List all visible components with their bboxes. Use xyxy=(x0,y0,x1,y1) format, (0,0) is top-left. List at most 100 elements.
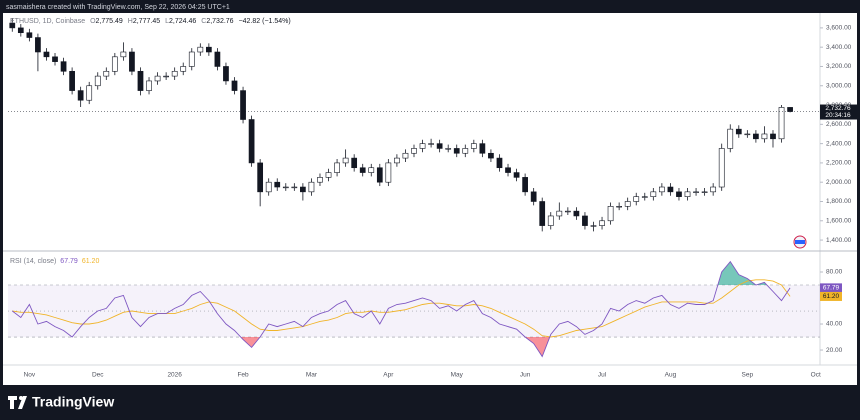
candle-body xyxy=(411,148,417,154)
candle-body xyxy=(522,177,528,193)
candle-body xyxy=(590,225,597,227)
x-tick-label: Dec xyxy=(92,372,104,379)
footer-logo xyxy=(8,396,27,409)
legend-value: 2,775.49 xyxy=(96,18,123,25)
candle-body xyxy=(693,191,699,193)
candle-body xyxy=(111,56,118,72)
candle-body xyxy=(376,167,383,183)
rsi-value-box xyxy=(820,283,842,293)
candle-body xyxy=(744,133,751,136)
candle-body xyxy=(778,107,785,140)
x-tick-label: Jun xyxy=(520,372,531,379)
legend-change: −42.82 (−1.54%) xyxy=(239,18,291,25)
candle-body xyxy=(573,210,580,217)
candle-body xyxy=(496,157,503,169)
candle-body xyxy=(650,191,657,197)
x-tick-label: Feb xyxy=(237,372,249,379)
y-tick-label: 3,400.00 xyxy=(826,44,852,51)
candle-body xyxy=(188,51,195,67)
candle-body xyxy=(684,191,691,197)
candle-body xyxy=(368,167,375,173)
candle-body xyxy=(291,186,298,189)
legend: ETHUSD, 1D, Coinbase O2,775.49 H2,777.45 L2… xyxy=(10,18,291,25)
y-tick-label: 20.00 xyxy=(826,347,843,354)
candle-body xyxy=(753,133,759,140)
candle-body xyxy=(505,167,511,173)
legend-value: 2,724.46 xyxy=(169,18,196,25)
candle-body xyxy=(727,128,734,149)
legend-key: O xyxy=(90,18,96,25)
candle-body xyxy=(257,162,264,193)
candle-body xyxy=(513,172,520,178)
candle-body xyxy=(77,90,84,101)
x-tick-label: May xyxy=(451,372,464,379)
candle-body xyxy=(453,148,460,154)
y-tick-label: 1,600.00 xyxy=(826,217,852,224)
candle-body xyxy=(641,196,648,198)
countdown-label: 20:34:16 xyxy=(825,112,851,119)
y-tick-label: 2,400.00 xyxy=(826,140,852,147)
candle-body xyxy=(137,70,144,91)
candle-body xyxy=(248,119,255,164)
candle-body xyxy=(701,191,708,193)
candle-body xyxy=(582,215,588,226)
rsi-value: 61.20 xyxy=(82,258,100,265)
candle-body xyxy=(300,186,306,193)
candle-body xyxy=(9,22,16,29)
candle-body xyxy=(154,75,161,82)
candle-body xyxy=(163,75,169,78)
candle-body xyxy=(69,70,75,91)
candle-body xyxy=(616,206,623,208)
candle-body xyxy=(676,191,682,197)
candle-body xyxy=(334,162,340,173)
candle-body xyxy=(103,70,110,77)
candle-body xyxy=(624,201,631,207)
legend-key: H xyxy=(128,18,133,25)
y-tick-label: 1,400.00 xyxy=(826,237,852,244)
candle-body xyxy=(317,177,323,183)
candle-body xyxy=(787,107,793,112)
candle-body xyxy=(599,220,605,226)
candle-body xyxy=(659,186,665,193)
candle-body xyxy=(607,206,614,222)
candle-body xyxy=(470,143,477,149)
candle-body xyxy=(564,210,571,213)
candle-body xyxy=(35,37,41,53)
candle-body xyxy=(445,148,452,150)
candle-body xyxy=(52,56,58,62)
brand: TradingView xyxy=(32,394,114,410)
legend-key: C xyxy=(201,18,206,25)
candle-body xyxy=(667,186,674,193)
candle-body xyxy=(770,133,776,140)
x-tick-label: Mar xyxy=(306,372,318,379)
rsi-value-label: 61.20 xyxy=(823,293,840,300)
candle-body xyxy=(205,46,212,53)
candle-body xyxy=(231,80,238,91)
x-tick-label: 2026 xyxy=(167,372,182,379)
candle-body xyxy=(539,201,546,226)
candle-body xyxy=(26,32,33,38)
y-tick-label: 40.00 xyxy=(826,321,843,328)
y-tick-label: 2,200.00 xyxy=(826,160,852,167)
legend-key: L xyxy=(165,18,169,25)
rsi-value-box xyxy=(820,291,842,301)
legend-symbol: ETHUSD, 1D, Coinbase xyxy=(10,18,85,25)
x-tick-label: Apr xyxy=(383,372,394,379)
x-tick-label: Sep xyxy=(742,372,754,379)
y-tick-label: 3,600.00 xyxy=(826,25,852,32)
rsi-legend: RSI (14, close) 67.79 61.20 xyxy=(10,258,99,265)
candle-body xyxy=(146,80,152,91)
candle-body xyxy=(710,186,717,193)
last-price-box xyxy=(820,104,857,120)
candle-body xyxy=(282,186,289,189)
y-tick-label: 2,600.00 xyxy=(826,121,852,128)
candle-body xyxy=(17,27,24,34)
candle-body xyxy=(223,66,229,82)
candle-body xyxy=(43,51,50,58)
rsi-value: 67.79 xyxy=(60,258,78,265)
alert-icon xyxy=(793,235,807,249)
x-tick-label: Jul xyxy=(598,372,607,379)
candle-body xyxy=(385,162,392,183)
candle-body xyxy=(419,143,426,149)
